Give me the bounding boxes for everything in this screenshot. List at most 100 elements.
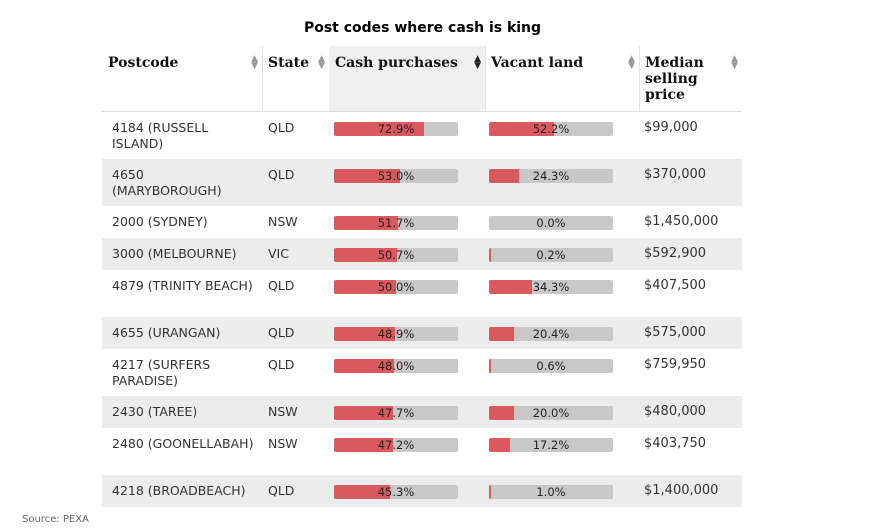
vacant-land-bar: 20.4% (489, 327, 613, 341)
vacant-land-bar-label: 24.3% (532, 169, 570, 183)
vacant-land-bar-fill (489, 359, 491, 373)
median-price-cell: $592,900 (644, 246, 707, 261)
table-row: 4650 (MARYBOROUGH) QLD 53.0% 24.3% $370,000 (102, 159, 742, 206)
cash-purchases-bar: 50.0% (334, 280, 458, 294)
vacant-land-bar-fill (489, 169, 520, 183)
column-header-state[interactable]: State ▲ ▼ (262, 46, 329, 111)
sort-icon[interactable]: ▲ ▼ (318, 54, 325, 71)
state-cell: QLD (268, 357, 295, 372)
vacant-land-bar-fill (489, 438, 511, 452)
vacant-land-bar: 17.2% (489, 438, 613, 452)
state-cell: QLD (268, 325, 295, 340)
column-header-vacant-land[interactable]: Vacant land ▲ ▼ (485, 46, 639, 111)
column-header-label: Postcode (108, 55, 179, 71)
cash-purchases-bar-label: 50.0% (377, 280, 415, 294)
cash-purchases-bar-fill (334, 327, 395, 341)
postcode-cell: 4217 (SURFERS PARADISE) (112, 357, 211, 388)
cash-purchases-bar-label: 50.7% (377, 248, 415, 262)
cash-purchases-bar-label: 51.7% (377, 216, 415, 230)
column-divider (262, 46, 263, 111)
vacant-land-bar-label: 0.6% (536, 359, 566, 373)
vacant-land-bar-fill (489, 327, 515, 341)
state-cell: QLD (268, 483, 295, 498)
vacant-land-bar-fill (489, 248, 491, 262)
cash-purchases-bar-fill (334, 248, 397, 262)
table-row: 3000 (MELBOURNE) VIC 50.7% 0.2% $592,900 (102, 238, 742, 270)
vacant-land-bar: 52.2% (489, 122, 613, 136)
vacant-land-bar-label: 1.0% (536, 485, 566, 499)
postcode-cell: 4655 (URANGAN) (112, 325, 221, 340)
sort-icon[interactable]: ▲ ▼ (731, 54, 738, 71)
cash-purchases-bar-label: 48.9% (377, 327, 415, 341)
column-header-label: Median selling price (645, 55, 704, 103)
vacant-land-bar-label: 20.4% (532, 327, 570, 341)
vacant-land-bar-label: 0.2% (536, 248, 566, 262)
cash-purchases-bar-label: 72.9% (377, 122, 415, 136)
table-row: 4879 (TRINITY BEACH) QLD 50.0% 34.3% $407,50… (102, 270, 742, 317)
column-divider (639, 46, 640, 111)
column-divider (485, 46, 486, 111)
column-header-postcode[interactable]: Postcode ▲ ▼ (102, 46, 262, 111)
cash-purchases-bar-fill (334, 485, 391, 499)
cash-purchases-bar-label: 45.3% (377, 485, 415, 499)
median-price-cell: $370,000 (644, 167, 707, 182)
column-header-label: Vacant land (491, 55, 584, 71)
cash-purchases-bar-label: 53.0% (377, 169, 415, 183)
vacant-land-bar: 1.0% (489, 485, 613, 499)
cash-purchases-bar: 48.0% (334, 359, 458, 373)
sort-icon[interactable]: ▲ ▼ (628, 54, 635, 71)
sort-icon[interactable]: ▲ ▼ (474, 54, 481, 71)
column-header-label: State (268, 55, 310, 71)
median-price-cell: $403,750 (644, 436, 707, 451)
vacant-land-bar-fill (489, 406, 514, 420)
column-header-label: Cash purchases (335, 55, 458, 71)
vacant-land-bar-label: 52.2% (532, 122, 570, 136)
postcode-cell: 4184 (RUSSELL ISLAND) (112, 120, 209, 151)
vacant-land-bar-label: 20.0% (532, 406, 570, 420)
vacant-land-bar: 0.0% (489, 216, 613, 230)
cash-purchases-bar-label: 47.2% (377, 438, 415, 452)
cash-purchases-bar: 47.2% (334, 438, 458, 452)
postcode-cell: 4650 (MARYBOROUGH) (112, 167, 222, 198)
cash-purchases-bar: 53.0% (334, 169, 458, 183)
table-row: 4655 (URANGAN) QLD 48.9% 20.4% $575,000 (102, 317, 742, 349)
cash-purchases-bar: 72.9% (334, 122, 458, 136)
column-header-cash-purchases[interactable]: Cash purchases ▲ ▼ (329, 46, 485, 111)
postcode-cell: 2000 (SYDNEY) (112, 214, 208, 229)
sort-icon[interactable]: ▲ ▼ (251, 54, 258, 71)
table-row: 4217 (SURFERS PARADISE) QLD 48.0% 0.6% $759,… (102, 349, 742, 396)
state-cell: NSW (268, 436, 298, 451)
state-cell: NSW (268, 214, 298, 229)
cash-purchases-bar: 48.9% (334, 327, 458, 341)
median-price-cell: $575,000 (644, 325, 707, 340)
table-header: Postcode ▲ ▼ State ▲ ▼ Cash purchases ▲ ▼ V… (102, 46, 742, 112)
cash-purchases-bar-fill (334, 359, 394, 373)
postcode-cell: 4218 (BROADBEACH) (112, 483, 246, 498)
cash-purchases-bar-label: 47.7% (377, 406, 415, 420)
table-row: 2430 (TAREE) NSW 47.7% 20.0% $480,000 (102, 396, 742, 428)
median-price-cell: $1,450,000 (644, 214, 719, 229)
vacant-land-bar-fill (489, 485, 491, 499)
vacant-land-bar: 0.6% (489, 359, 613, 373)
cash-purchases-bar-fill (334, 438, 393, 452)
chart-title: Post codes where cash is king (303, 20, 542, 36)
state-cell: QLD (268, 278, 295, 293)
vacant-land-bar-fill (489, 280, 532, 294)
median-price-cell: $407,500 (644, 278, 707, 293)
vacant-land-bar: 20.0% (489, 406, 613, 420)
state-cell: VIC (268, 246, 289, 261)
vacant-land-bar: 24.3% (489, 169, 613, 183)
cash-purchases-bar-fill (334, 216, 399, 230)
column-header-median-price[interactable]: Median selling price ▲ ▼ (639, 46, 742, 111)
median-price-cell: $480,000 (644, 404, 707, 419)
postcode-cell: 2480 (GOONELLABAH) (112, 436, 254, 451)
vacant-land-bar-label: 34.3% (532, 280, 570, 294)
vacant-land-bar-label: 17.2% (532, 438, 570, 452)
source-note: Source: PEXA (22, 514, 89, 525)
state-cell: QLD (268, 167, 295, 182)
cash-purchases-bar-fill (334, 406, 394, 420)
median-price-cell: $759,950 (644, 357, 707, 372)
median-price-cell: $99,000 (644, 120, 698, 135)
median-price-cell: $1,400,000 (644, 483, 719, 498)
cash-purchases-bar-fill (334, 122, 425, 136)
